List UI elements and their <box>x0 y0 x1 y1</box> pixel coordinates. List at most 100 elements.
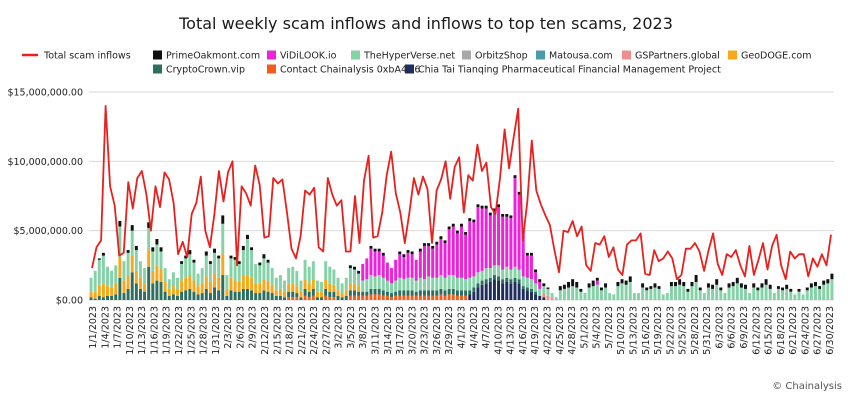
bar-segment <box>266 262 270 282</box>
bar-segment <box>324 279 328 289</box>
bar-6-1 <box>711 284 715 300</box>
bar-segment <box>431 248 435 278</box>
bar-segment <box>455 233 459 278</box>
bar-segment <box>225 275 229 289</box>
x-tick-label: 4/10/2023 <box>493 306 504 355</box>
bar-segment <box>295 286 299 294</box>
bar-segment <box>612 294 616 300</box>
bar-segment <box>406 290 410 296</box>
bar-segment <box>163 291 167 300</box>
bar-segment <box>295 293 299 298</box>
bar-segment <box>311 279 315 289</box>
bar-segment <box>262 254 266 259</box>
bar-5-22 <box>669 281 673 300</box>
bar-segment <box>118 277 122 300</box>
bar-segment <box>422 295 426 300</box>
bar-segment <box>295 297 299 300</box>
bar-6-22 <box>797 288 801 300</box>
bar-segment <box>377 275 381 289</box>
x-tick-label: 3/17/2023 <box>395 306 406 355</box>
bar-5-31 <box>706 283 710 300</box>
bar-segment <box>813 286 817 300</box>
bar-segment <box>497 276 501 281</box>
bar-segment <box>348 290 352 296</box>
bar-segment <box>501 269 505 280</box>
bar-segment <box>266 259 270 263</box>
bar-segment <box>283 297 286 300</box>
bar-segment <box>311 261 315 280</box>
bar-segment <box>344 277 348 291</box>
bar-segment <box>608 293 612 300</box>
legend-label: GSPartners.global <box>635 51 720 62</box>
bar-segment <box>538 295 542 300</box>
bar-segment <box>237 281 241 292</box>
y-axis: $0.00 $5,000,000.00 $10,000,000.00 $15,000,… <box>7 88 83 307</box>
x-tick-label: 3/26/2023 <box>432 306 443 355</box>
legend-item-thehyperverse-net: TheHyperVerse.net <box>351 50 455 62</box>
bar-segment <box>303 288 307 296</box>
bar-segment <box>624 284 628 300</box>
bar-segment <box>336 277 340 291</box>
bar-segment <box>521 288 525 300</box>
bar-2-20 <box>295 270 299 300</box>
bar-segment <box>134 245 138 251</box>
bar-segment <box>147 227 151 251</box>
bar-segment <box>151 251 155 271</box>
bar-segment <box>645 290 649 300</box>
bar-1-6 <box>110 270 114 300</box>
bar-segment <box>307 297 311 300</box>
bar-segment <box>567 281 570 288</box>
bar-segment <box>406 277 410 291</box>
bar-2-7 <box>241 245 245 300</box>
bar-segment <box>464 295 468 300</box>
bar-segment <box>690 281 694 287</box>
bar-2-27 <box>324 261 328 300</box>
bar-3-8 <box>361 263 365 300</box>
x-tick-label: 5/31/2023 <box>702 306 713 355</box>
bar-segment <box>497 204 501 208</box>
bar-segment <box>517 191 521 195</box>
bar-4-24 <box>554 297 558 300</box>
bar-2-22 <box>303 259 307 300</box>
bar-segment <box>101 297 105 300</box>
bar-segment <box>690 286 694 300</box>
bar-segment <box>365 291 369 296</box>
bar-segment <box>813 281 817 287</box>
bar-1-23 <box>180 261 184 300</box>
bar-segment <box>176 277 179 289</box>
bar-segment <box>336 295 340 300</box>
bar-segment <box>361 280 365 292</box>
bar-segment <box>394 259 398 281</box>
bar-1-20 <box>167 279 171 300</box>
bar-segment <box>529 252 533 256</box>
bar-5-15 <box>641 283 645 300</box>
bar-segment <box>435 241 439 245</box>
bar-segment <box>665 293 669 300</box>
y-tick-label: $0.00 <box>56 296 83 307</box>
bar-segment <box>303 279 307 289</box>
bar-2-19 <box>291 266 295 300</box>
bar-segment <box>262 279 266 291</box>
bar-segment <box>480 270 484 281</box>
bar-segment <box>324 288 328 296</box>
bar-segment <box>221 223 225 255</box>
bar-segment <box>97 295 101 300</box>
x-tick-label: 6/9/2023 <box>739 306 750 349</box>
bar-segment <box>196 294 200 300</box>
bar-segment <box>686 291 690 300</box>
bar-segment <box>130 255 134 273</box>
bar-3-3 <box>340 283 344 300</box>
bar-segment <box>492 211 496 266</box>
bar-3-14 <box>385 262 389 300</box>
bar-segment <box>455 277 459 291</box>
bar-segment <box>385 291 389 296</box>
bar-segment <box>422 243 426 246</box>
bar-segment <box>180 280 184 292</box>
bar-6-11 <box>752 283 756 300</box>
bar-segment <box>488 281 492 300</box>
bar-segment <box>204 255 208 277</box>
x-tick-label: 5/10/2023 <box>616 306 627 355</box>
bar-1-19 <box>163 268 167 300</box>
bar-segment <box>546 288 550 296</box>
bar-4-29 <box>575 281 579 300</box>
